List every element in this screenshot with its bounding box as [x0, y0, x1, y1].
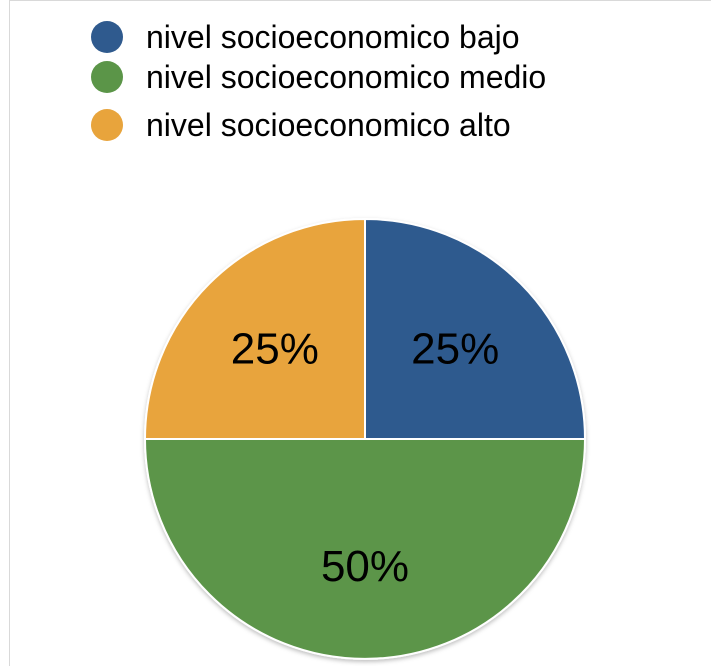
- pie-slices: [144, 218, 586, 660]
- legend-label-bajo: nivel socioeconomico bajo: [146, 19, 520, 55]
- pie-slice-alto: [144, 218, 366, 440]
- pie-slice-bajo: [364, 218, 586, 440]
- legend-marker-alto: [91, 109, 123, 141]
- pie-labels: 25% 50% 25%: [231, 324, 499, 591]
- pie-slice-medio: [144, 438, 586, 660]
- data-label-alto: 25%: [231, 324, 319, 373]
- legend-label-medio: nivel socioeconomico medio: [146, 59, 547, 95]
- data-label-bajo: 25%: [411, 324, 499, 373]
- legend-item-bajo: nivel socioeconomico bajo: [91, 17, 520, 57]
- legend-marker-bajo: [91, 21, 123, 53]
- legend-item-medio: nivel socioeconomico medio: [91, 57, 546, 97]
- data-label-medio: 50%: [321, 542, 409, 591]
- legend-label-alto: nivel socioeconomico alto: [146, 107, 511, 143]
- legend-item-alto: nivel socioeconomico alto: [91, 105, 511, 145]
- chart-legend: nivel socioeconomico bajo nivel socioeco…: [0, 0, 711, 160]
- legend-marker-medio: [91, 61, 123, 93]
